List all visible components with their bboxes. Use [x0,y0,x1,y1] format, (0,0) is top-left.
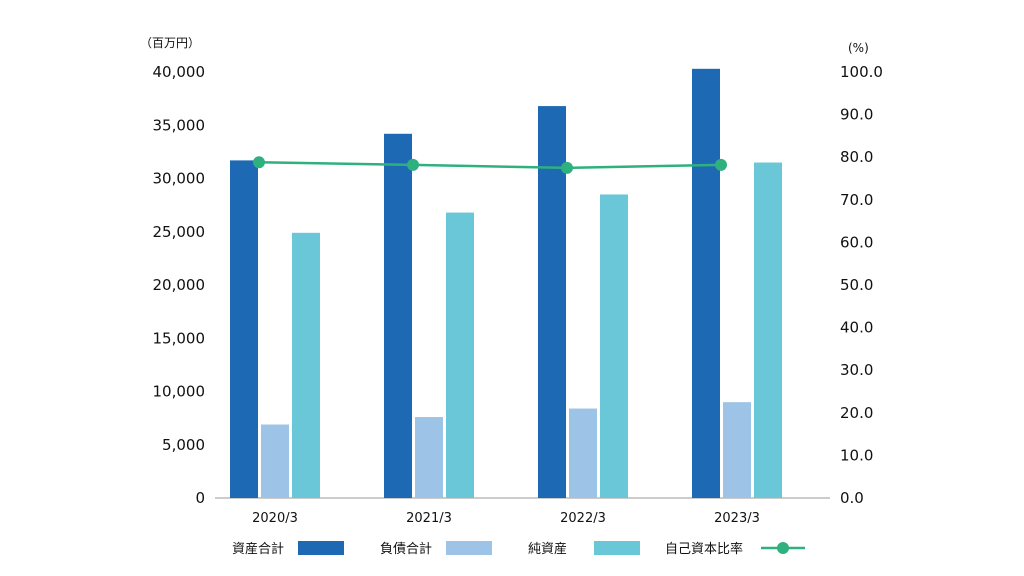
ratio-line-layer [253,156,727,174]
bar-2-1 [261,424,289,498]
ratio-point-2 [407,158,419,171]
bar-2-4 [723,402,751,498]
ratio-line [258,161,722,170]
right-tick-label: 40.0 [840,319,873,337]
legend-label: 資産合計 [232,541,284,557]
bar-3-3 [600,194,628,498]
legend-label: 自己資本比率 [665,541,743,557]
bar-1-2 [384,133,412,498]
left-axis-ticks: 0 5,000 10,000 15,000 20,000 25,000 30,000 35,0… [153,63,206,507]
legend-swatch-2 [446,541,492,555]
left-tick-label: 25,000 [153,223,206,241]
right-tick-label: 30.0 [840,361,873,379]
right-tick-label: 80.0 [840,148,873,166]
left-tick-label: 5,000 [162,436,205,454]
right-tick-label: 20.0 [840,404,873,422]
x-axis-ticks: 2020/3 2021/3 2022/3 2023/3 [252,511,760,526]
left-tick-label: 20,000 [153,276,206,294]
right-axis-unit: (%) [848,41,869,55]
bar-3-4 [754,162,782,498]
right-tick-label: 100.0 [840,63,883,81]
right-tick-label: 50.0 [840,276,873,294]
left-tick-label: 35,000 [153,116,206,134]
left-tick-label: 40,000 [153,63,206,81]
bar-1-1 [230,160,258,498]
legend-label: 純資産 [528,541,567,557]
bar-2-2 [415,417,443,498]
bar-3-1 [292,232,320,498]
ratio-point-1 [253,156,265,169]
left-tick-label: 0 [195,489,205,507]
left-axis-unit: （百万円） [140,36,200,50]
bar-1-3 [538,106,566,498]
x-tick-label: 2022/3 [560,511,606,526]
ratio-point-4 [715,158,727,171]
legend-marker [777,542,789,554]
bars-layer [230,68,782,499]
right-tick-label: 10.0 [840,446,873,464]
x-tick-label: 2023/3 [714,511,760,526]
left-tick-label: 10,000 [153,383,206,401]
legend-label: 負債合計 [380,541,432,557]
right-tick-label: 60.0 [840,233,873,251]
bar-3-2 [446,212,474,498]
left-tick-label: 30,000 [153,170,206,188]
x-tick-label: 2021/3 [406,511,452,526]
bar-1-4 [692,68,720,499]
right-tick-label: 70.0 [840,191,873,209]
right-axis-ticks: 0.0 10.0 20.0 30.0 40.0 50.0 60.0 70.0 80.0 90.0 1… [840,63,883,507]
left-tick-label: 15,000 [153,329,206,347]
legend-swatch-1 [298,541,344,555]
legend-swatch-3 [594,541,640,555]
ratio-point-3 [561,161,573,174]
right-tick-label: 90.0 [840,106,873,124]
x-tick-label: 2020/3 [252,511,298,526]
bar-2-3 [569,408,597,498]
right-tick-label: 0.0 [840,489,864,507]
legend: 資産合計 負債合計 純資産 自己資本比率 [232,541,805,557]
